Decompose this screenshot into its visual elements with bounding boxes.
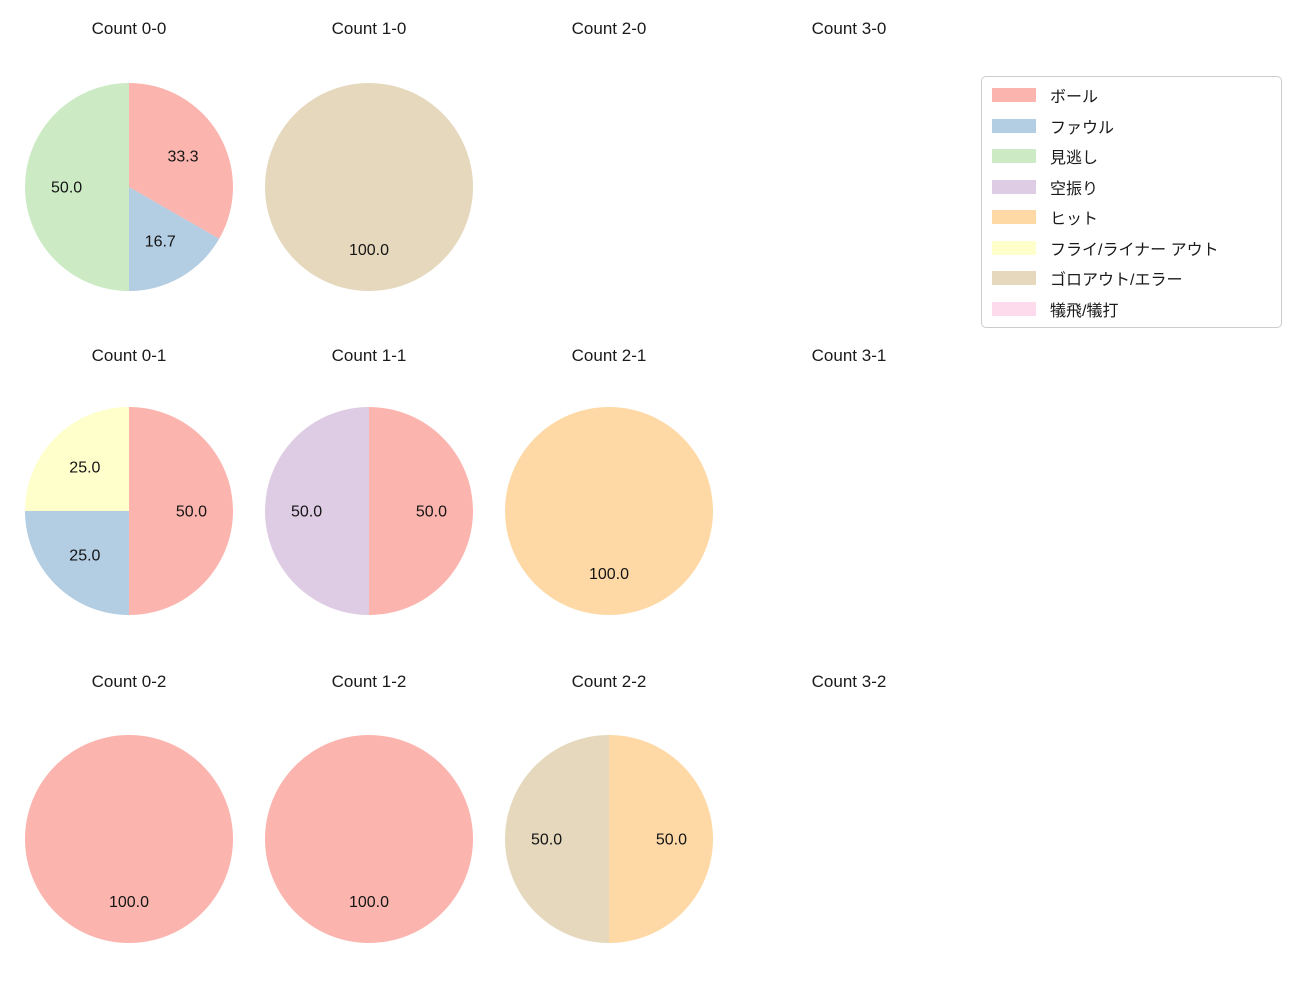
legend-label: ボール	[1050, 89, 1099, 107]
legend-swatch	[992, 240, 1036, 255]
subplot-title: Count 1-1	[331, 346, 407, 365]
legend-item: ヒット	[992, 202, 1281, 233]
legend-label: 見逃し	[1050, 150, 1099, 168]
pie-count-0-1: 50.0 25.0 25.0	[25, 407, 233, 615]
legend-item: 見逃し	[992, 141, 1281, 172]
pie-slice	[25, 511, 129, 615]
subplot-title: Count 2-0	[571, 19, 647, 38]
pie-count-0-2: 100.0	[25, 735, 233, 943]
subplot-title: Count 3-2	[811, 672, 887, 691]
subplot-title: Count 0-1	[91, 346, 167, 365]
pie-slice	[25, 83, 129, 291]
subplot-title: Count 0-2	[91, 672, 167, 691]
legend-swatch	[992, 210, 1036, 225]
pie-percent-label: 100.0	[349, 242, 389, 259]
pie-percent-label: 50.0	[291, 504, 322, 521]
legend-swatch	[992, 271, 1036, 286]
pie-percent-label: 100.0	[109, 894, 149, 911]
pie-slice	[25, 735, 233, 943]
subplot-title: Count 3-1	[811, 346, 887, 365]
pie-count-1-0: 100.0	[265, 83, 473, 291]
pie-slice	[129, 407, 233, 615]
pie-slice	[129, 83, 234, 239]
pie-slice	[369, 407, 473, 615]
pie-percent-label: 100.0	[349, 894, 389, 911]
pie-percent-label: 25.0	[69, 548, 100, 565]
pie-percent-label: 16.7	[145, 234, 176, 251]
pie-slice	[129, 187, 220, 291]
subplot-title: Count 2-2	[571, 672, 647, 691]
pie-percent-label: 25.0	[69, 459, 100, 476]
subplot-title: Count 2-1	[571, 346, 647, 365]
pie-percent-label: 50.0	[656, 832, 687, 849]
legend-label: 犠飛/犠打	[1050, 302, 1119, 320]
pie-percent-label: 50.0	[416, 504, 447, 521]
pie-slice	[265, 735, 473, 943]
subplot-title: Count 1-2	[331, 672, 407, 691]
pie-count-2-1: 100.0	[505, 407, 713, 615]
pie-count-2-2: 50.0 50.0	[505, 735, 713, 943]
legend-swatch	[992, 118, 1036, 133]
pie-count-0-0: 33.3 16.7 50.0	[25, 83, 234, 291]
legend-label: ファウル	[1050, 119, 1115, 137]
legend-swatch	[992, 301, 1036, 316]
legend-item: 犠飛/犠打	[992, 294, 1281, 325]
pie-slice	[25, 407, 129, 511]
pie-slice	[505, 407, 713, 615]
legend-item: フライ/ライナー アウト	[992, 233, 1281, 264]
legend-item: 空振り	[992, 172, 1281, 203]
legend-label: ゴロアウト/エラー	[1050, 272, 1183, 290]
pie-slice	[265, 83, 473, 291]
subplot-title: Count 0-0	[91, 19, 167, 38]
pie-slice	[505, 735, 609, 943]
legend-item: ファウル	[992, 111, 1281, 142]
pie-percent-label: 50.0	[176, 504, 207, 521]
legend-item: ボール	[992, 80, 1281, 111]
subplot-title: Count 3-0	[811, 19, 887, 38]
legend-item: ゴロアウト/エラー	[992, 263, 1281, 294]
pie-slice	[609, 735, 713, 943]
legend-label: フライ/ライナー アウト	[1050, 241, 1219, 259]
legend-swatch	[992, 88, 1036, 103]
legend: ボールファウル見逃し空振りヒットフライ/ライナー アウト ゴロアウト/エラー 犠飛/…	[981, 76, 1282, 328]
subplot-title: Count 1-0	[331, 19, 407, 38]
pie-percent-label: 50.0	[51, 180, 82, 197]
legend-swatch	[992, 179, 1036, 194]
legend-label: ヒット	[1050, 211, 1099, 229]
pie-percent-label: 33.3	[167, 148, 198, 165]
legend-swatch	[992, 149, 1036, 164]
pie-percent-label: 50.0	[531, 832, 562, 849]
legend-label: 空振り	[1050, 180, 1099, 198]
pie-slice	[265, 407, 369, 615]
pie-count-1-2: 100.0	[265, 735, 473, 943]
pie-percent-label: 100.0	[589, 566, 629, 583]
pie-count-1-1: 50.0 50.0	[265, 407, 473, 615]
